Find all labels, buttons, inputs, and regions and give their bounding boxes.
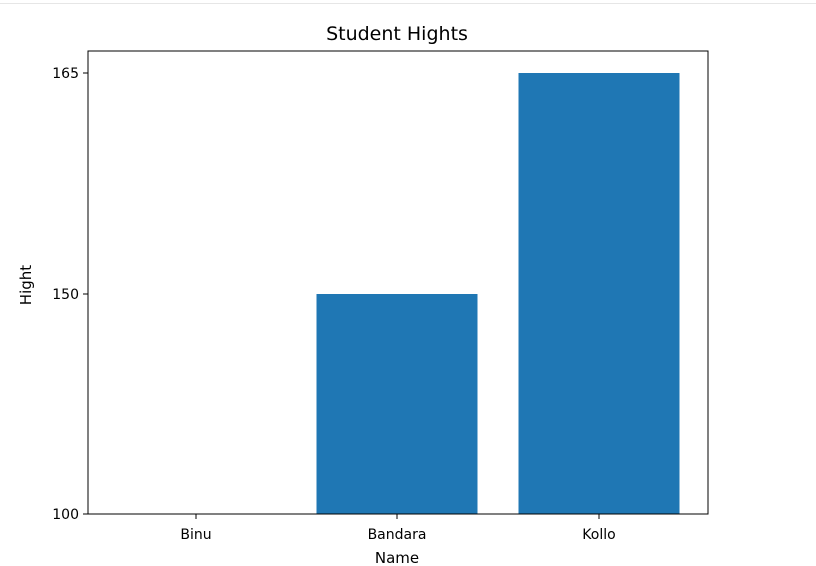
y-tick-label: 150 [52,287,79,303]
chart-title: Student Hights [326,23,468,45]
x-axis-ticks: Binu Bandara Kollo [180,514,616,543]
y-tick-label: 165 [52,66,79,82]
x-tick-label-kollo: Kollo [582,527,615,543]
y-axis-ticks: 100 150 165 [52,66,88,523]
y-tick-label: 100 [52,507,79,523]
bar-kollo [518,73,680,514]
bars-group [316,73,680,514]
bar-bandara [316,294,478,514]
y-axis-title: Hight [17,265,35,305]
x-tick-label-bandara: Bandara [368,527,427,543]
plot-area-frame [87,50,709,515]
x-tick-label-binu: Binu [180,527,211,543]
cell-top-border [0,0,816,4]
x-axis-title: Name [375,549,419,566]
